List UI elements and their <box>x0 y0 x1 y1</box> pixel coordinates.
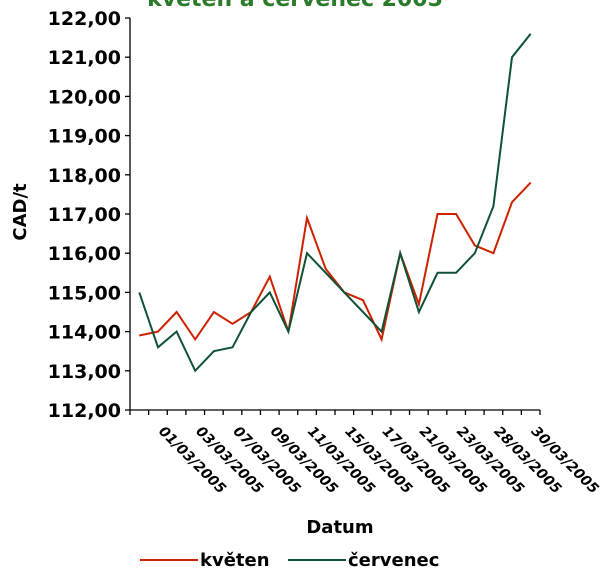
x-axis: 01/03/200503/03/200507/03/200509/03/2005… <box>129 409 602 498</box>
y-axis: 112,00 113,00 114,00 115,00 116,00 117,00 118,… <box>48 8 131 422</box>
y-tick-label: 121,00 <box>48 47 121 69</box>
y-tick-label: 115,00 <box>48 282 121 304</box>
y-tick-label: 114,00 <box>48 322 121 344</box>
y-axis-title: CAD/t <box>10 183 31 241</box>
series-lines <box>138 33 532 373</box>
y-tick-label: 120,00 <box>48 86 121 108</box>
y-tick-label: 116,00 <box>48 243 121 265</box>
legend: květen červenec <box>140 550 439 571</box>
y-tick-label: 118,00 <box>48 165 121 187</box>
series-line-kveten <box>139 181 532 343</box>
y-tick-label: 117,00 <box>48 204 121 226</box>
legend-label: květen <box>200 550 270 571</box>
chart-title: květen a červenec 2005 <box>147 0 443 12</box>
legend-label: červenec <box>348 550 439 571</box>
series-line-cervenec <box>138 33 532 373</box>
x-axis-title: Datum <box>306 517 373 538</box>
x-tick-label: 01/03/2005 <box>155 424 229 498</box>
y-tick-label: 119,00 <box>48 126 121 148</box>
y-tick-label: 113,00 <box>48 361 121 383</box>
y-tick-label: 122,00 <box>48 8 121 30</box>
y-tick-label: 112,00 <box>48 400 121 422</box>
